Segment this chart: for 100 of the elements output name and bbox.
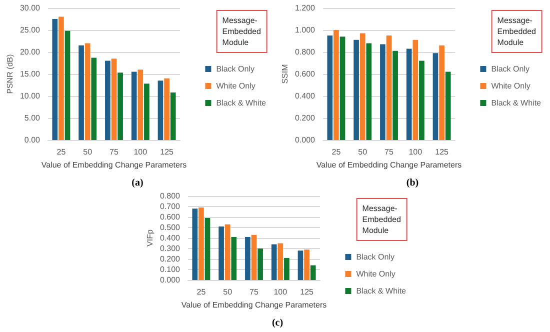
y-axis-title: VIFp <box>146 229 154 246</box>
y-tick-label: 0.000 <box>294 136 316 144</box>
bar <box>298 250 304 280</box>
y-tick-label: 0.100 <box>160 265 181 274</box>
bar <box>392 50 398 140</box>
bar <box>131 72 137 140</box>
bar <box>340 36 346 140</box>
bar <box>419 60 424 140</box>
bar <box>218 226 224 280</box>
x-axis-title: Value of Embedding Change Parameters <box>316 160 462 170</box>
y-axis-title: SSIM <box>280 64 290 84</box>
bar <box>278 243 284 280</box>
bar <box>64 30 70 140</box>
y-tick-label: 1.000 <box>294 26 316 34</box>
bar <box>432 53 438 140</box>
x-tick-label: 50 <box>223 288 233 296</box>
bar <box>439 45 444 140</box>
legend-label: Black Only <box>491 64 530 74</box>
bar <box>91 58 97 140</box>
bar <box>158 80 164 140</box>
y-tick-label: 0.500 <box>160 223 181 232</box>
text: (c) <box>272 318 284 328</box>
text: (a) <box>132 178 144 188</box>
y-tick-label: 10.00 <box>20 92 41 100</box>
y-tick-label: 0.800 <box>160 192 181 200</box>
y-tick-label: 0.00 <box>24 136 41 144</box>
x-tick-label: 50 <box>83 148 93 156</box>
y-tick-label: 0.200 <box>160 254 181 264</box>
legend-label: Black Only <box>216 64 254 74</box>
x-tick-label: 125 <box>300 288 314 296</box>
bar <box>354 40 359 140</box>
legend-label: White Only <box>216 82 256 90</box>
legend-title: Message-Embedded Module <box>497 16 536 47</box>
y-tick-label: 0.200 <box>294 114 316 122</box>
bar <box>164 78 170 140</box>
bar <box>284 258 290 280</box>
y-tick-label: 0.700 <box>160 202 181 211</box>
y-tick-label: 15.00 <box>20 70 41 78</box>
bar <box>366 43 372 140</box>
x-tick-label: 50 <box>358 148 368 156</box>
bar <box>334 30 339 140</box>
bar <box>310 265 316 280</box>
bar <box>245 236 250 280</box>
bar <box>327 36 333 140</box>
x-tick-label: 75 <box>250 288 259 296</box>
x-tick-label: 25 <box>56 148 66 156</box>
bar <box>204 218 210 280</box>
legend-label: White Only <box>356 270 396 278</box>
y-tick-label: 0.800 <box>294 48 316 56</box>
legend-label: White Only <box>491 82 530 90</box>
bar <box>386 36 392 140</box>
bar <box>271 244 277 280</box>
bar <box>84 43 90 140</box>
x-tick-label: 75 <box>384 148 394 156</box>
bar <box>445 72 451 140</box>
bar <box>198 208 204 280</box>
bar <box>52 19 58 140</box>
x-tick-label: 25 <box>332 148 342 156</box>
y-tick-label: 0.600 <box>294 70 316 78</box>
legend-label: Black & White <box>216 98 267 108</box>
bar <box>111 58 117 140</box>
y-tick-label: 0.000 <box>160 276 181 284</box>
y-tick-label: 5.00 <box>24 114 41 122</box>
legend-title: Message-Embedded Module <box>362 204 402 235</box>
y-tick-label: 25.00 <box>20 26 41 34</box>
bar <box>170 92 176 140</box>
x-tick-label: 125 <box>160 148 174 156</box>
y-tick-label: 30.00 <box>20 4 41 12</box>
legend-label: Black & White <box>356 286 407 296</box>
bar <box>412 40 418 140</box>
bar <box>58 16 64 140</box>
x-tick-label: 125 <box>435 148 450 156</box>
x-tick-label: 25 <box>196 288 206 296</box>
x-axis-title: Value of Embedding Change Parameters <box>41 160 187 170</box>
bar <box>78 45 84 140</box>
bar <box>251 234 257 280</box>
x-tick-label: 100 <box>274 288 288 296</box>
bar <box>360 33 366 140</box>
bar <box>304 250 310 280</box>
x-axis-title: Value of Embedding Change Parameters <box>181 300 327 310</box>
bar <box>138 70 144 140</box>
y-tick-label: 0.600 <box>160 212 181 222</box>
bar <box>224 224 230 280</box>
y-tick-label: 0.400 <box>160 234 181 242</box>
legend-title: Message-Embedded Module <box>222 16 262 47</box>
y-tick-label: 20.00 <box>20 48 41 56</box>
x-tick-label: 100 <box>134 148 148 156</box>
text: (b) <box>406 178 419 188</box>
y-axis-title: PSNR (dB) <box>6 54 14 94</box>
bar <box>406 48 412 140</box>
bar <box>105 60 110 140</box>
bar <box>144 84 150 140</box>
bar <box>231 236 237 280</box>
bar <box>118 72 123 140</box>
legend-label: Black & White <box>491 98 542 108</box>
bar <box>258 248 263 280</box>
y-tick-label: 1.200 <box>294 4 316 12</box>
x-tick-label: 100 <box>408 148 423 156</box>
y-tick-label: 0.300 <box>160 244 181 253</box>
legend-label: Black Only <box>356 252 394 262</box>
